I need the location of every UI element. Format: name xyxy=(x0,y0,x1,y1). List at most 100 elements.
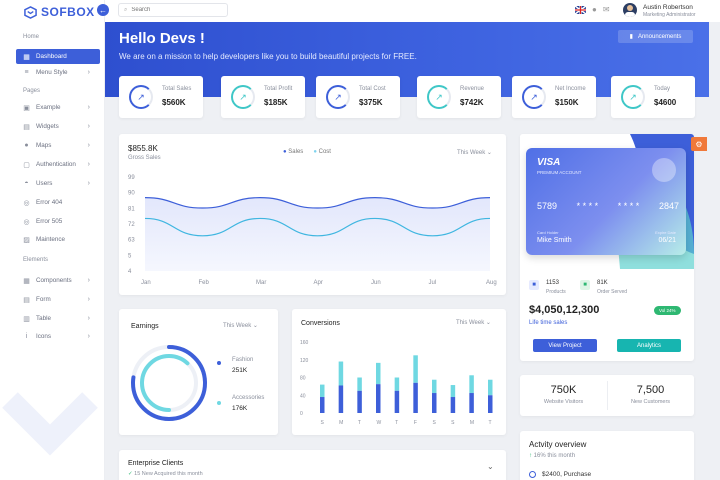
stat-value: $742K xyxy=(460,98,484,107)
products-label: Products xyxy=(546,289,566,295)
gross-period-dropdown[interactable]: This Week ⌄ xyxy=(457,149,492,156)
sidebar-item-users[interactable]: ◓ Users › xyxy=(16,176,100,191)
banner-subtitle: We are on a mission to help developers l… xyxy=(119,52,417,61)
x-tick-label: Mar xyxy=(256,280,266,286)
visa-card[interactable]: VISA PREMIUM ACCOUNT 5789 * * * * * * * * 2… xyxy=(526,148,686,255)
sidebar-collapse-button[interactable]: ← xyxy=(97,4,109,16)
enterprise-title: Enterprise Clients xyxy=(128,460,184,467)
sidebar-item-label: Example xyxy=(36,104,61,111)
chevron-right-icon: › xyxy=(87,69,90,76)
bar-secondary xyxy=(338,361,344,386)
card-panel: VISA PREMIUM ACCOUNT 5789 * * * * * * * * 2… xyxy=(520,134,694,361)
timeline-dot-icon xyxy=(529,471,536,478)
stat-card[interactable]: ↗ Revenue $742K xyxy=(417,76,501,118)
products-value: 1153 xyxy=(546,280,559,286)
conversions-period-dropdown[interactable]: This Week ⌄ xyxy=(456,319,491,326)
stat-card[interactable]: ↗ Total Sales $560K xyxy=(119,76,203,118)
search-box[interactable]: ⌕ xyxy=(118,3,228,17)
stat-card[interactable]: ↗ Net Income $150K xyxy=(512,76,596,118)
trend-up-icon: ↗ xyxy=(621,85,645,109)
earnings-card: Earnings This Week ⌄ Fashion 251K Access… xyxy=(119,309,278,435)
earnings-period-dropdown[interactable]: This Week ⌄ xyxy=(223,322,258,329)
stat-label: Today xyxy=(654,86,671,92)
settings-gear-button[interactable]: ⚙ xyxy=(691,137,707,151)
x-tick-label: F xyxy=(414,420,417,426)
components-icon: ▦ xyxy=(23,277,30,285)
warning-icon: ◎ xyxy=(23,199,30,207)
search-input[interactable] xyxy=(131,7,222,13)
legend-cost-label: Cost xyxy=(318,149,331,155)
chevron-down-icon: ⌄ xyxy=(486,150,492,156)
card-type: PREMIUM ACCOUNT xyxy=(537,170,582,175)
card-holder-label: Card Holder xyxy=(537,230,559,235)
uk-flag-icon[interactable] xyxy=(575,5,586,14)
x-tick-label: Jun xyxy=(371,280,381,286)
sidebar-item-icons[interactable]: i Icons › xyxy=(16,329,100,344)
legend-cost[interactable]: ● Cost xyxy=(313,149,331,155)
sidebar-item-table[interactable]: ▥ Table › xyxy=(16,311,100,326)
sidebar-item-maps[interactable]: ● Maps › xyxy=(16,138,100,153)
y-tick-label: 99 xyxy=(128,175,135,181)
sidebar-item-authentication[interactable]: ▢ Authentication › xyxy=(16,157,100,172)
activity-title: Actvity overview xyxy=(529,440,587,449)
stat-value: $150K xyxy=(555,98,579,107)
chevron-right-icon: › xyxy=(87,333,90,340)
hero-banner: Hello Devs ! We are on a mission to help… xyxy=(105,22,709,97)
analytics-button[interactable]: Analytics xyxy=(617,339,681,352)
legend-sales[interactable]: ● Sales xyxy=(283,149,303,155)
card-number-group: 5789 xyxy=(537,201,558,211)
announcements-button[interactable]: ▮ Announcements xyxy=(618,30,693,43)
bell-icon[interactable]: ● xyxy=(592,5,597,14)
bar-primary xyxy=(432,393,437,413)
sidebar-item-label: Menu Style xyxy=(36,69,68,76)
microphone-icon: ▮ xyxy=(629,34,633,40)
sidebar-item-label: Maintence xyxy=(36,236,66,243)
orders-label: Order Served xyxy=(597,289,628,295)
user-name[interactable]: Austin Robertson xyxy=(643,4,693,11)
sidebar-item-error-505[interactable]: ◎ Error 505 xyxy=(16,214,100,229)
x-tick-label: S xyxy=(321,420,325,426)
activity-card: Actvity overview ↑ 16% this month $2400,… xyxy=(520,431,694,480)
sidebar-item-error-404[interactable]: ◎ Error 404 xyxy=(16,195,100,210)
card-holder: Mike Smith xyxy=(537,237,572,244)
logo[interactable]: SOFBOX xyxy=(24,5,95,19)
sidebar-item-maintenance[interactable]: ▨ Maintence xyxy=(16,232,100,247)
sidebar-item-dashboard[interactable]: ▦ Dashboard xyxy=(16,49,100,64)
new-customers-label: New Customers xyxy=(630,399,671,405)
x-tick-label: Feb xyxy=(199,280,210,286)
stat-card[interactable]: ↗ Today $4600 xyxy=(611,76,695,118)
tools-icon: ▨ xyxy=(23,236,30,244)
sidebar-item-widgets[interactable]: ▤ Widgets › xyxy=(16,119,100,134)
x-tick-label: Apr xyxy=(314,280,323,286)
section-elements: Elements xyxy=(23,257,49,263)
sidebar-item-components[interactable]: ▦ Components › xyxy=(16,273,100,288)
sidebar-item-label: Maps xyxy=(36,142,52,149)
sidebar-item-form[interactable]: ▤ Form › xyxy=(16,292,100,307)
x-tick-label: M xyxy=(339,420,343,426)
sidebar: SOFBOX Home ▦ Dashboard ≡ Menu Style › Page… xyxy=(0,0,105,480)
avatar[interactable] xyxy=(623,3,637,17)
bar-secondary xyxy=(488,379,493,396)
gear-icon: ⚙ xyxy=(695,139,703,149)
stat-card[interactable]: ↗ Total Cost $375K xyxy=(316,76,400,118)
view-project-button[interactable]: View Project xyxy=(533,339,597,352)
sidebar-item-label: Dashboard xyxy=(36,53,67,60)
warning-icon: ◎ xyxy=(23,218,30,226)
chevron-down-icon[interactable]: ⌄ xyxy=(487,462,494,471)
stat-value: $375K xyxy=(359,98,383,107)
trend-up-icon: ↗ xyxy=(129,85,153,109)
sidebar-item-example[interactable]: ▣ Example › xyxy=(16,100,100,115)
sidebar-item-menu-style[interactable]: ≡ Menu Style › xyxy=(16,65,100,80)
bar-secondary xyxy=(450,385,456,398)
y-tick-label: 90 xyxy=(128,191,135,197)
topbar-icons: ● ✉ xyxy=(575,5,610,14)
activity-item[interactable]: $2400, Purchase xyxy=(529,471,591,478)
earnings-donut-chart xyxy=(131,345,207,421)
trend-up-icon: ↗ xyxy=(522,85,546,109)
mail-icon[interactable]: ✉ xyxy=(602,5,610,14)
stat-label: Revenue xyxy=(460,86,485,92)
stat-value: $560K xyxy=(162,98,186,107)
sidebar-item-label: Icons xyxy=(36,333,52,340)
website-visitors-value: 750K xyxy=(550,384,577,396)
stat-card[interactable]: ↗ Total Profit $185K xyxy=(221,76,305,118)
